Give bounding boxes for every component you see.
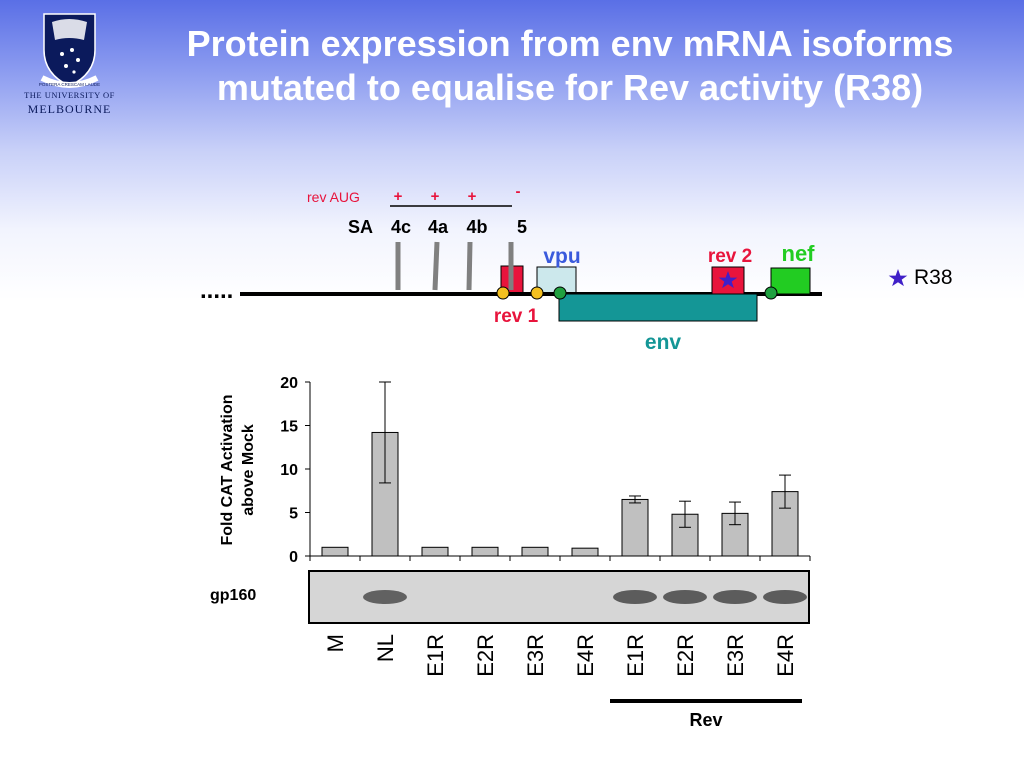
bar (521, 546, 549, 557)
splice-tick-4b (466, 241, 473, 291)
r38-star-icon (718, 271, 738, 289)
category-label: E4R (773, 634, 798, 677)
y-tick-label: 20 (280, 375, 298, 392)
category-label: E1R (423, 634, 448, 677)
bar (471, 546, 499, 557)
rev2-label: rev 2 (708, 246, 752, 267)
blot-band (363, 590, 407, 604)
category-label: E2R (473, 634, 498, 677)
y-axis-label-line1: Fold CAT Activation (219, 394, 236, 545)
blot-label: gp160 (210, 587, 256, 604)
env-label: env (645, 331, 682, 354)
blot-band (713, 590, 757, 604)
category-label: E1R (623, 634, 648, 677)
y-tick-label: 10 (280, 462, 298, 479)
category-labels: M NL E1R E2R E3R E4R E1R E2R E3R E4R (323, 634, 798, 677)
bar (421, 546, 449, 557)
title-line1: Protein expression from env mRNA isoform… (186, 23, 954, 64)
bar (621, 498, 649, 557)
legend-r38-label: R38 (914, 266, 953, 289)
bar-chart: Fold CAT Activation above Mock 0 5 10 15 20 (219, 375, 811, 566)
category-label: E3R (723, 634, 748, 677)
nef-box (770, 267, 811, 295)
western-blot: gp160 (210, 570, 810, 624)
nef-label: nef (782, 241, 816, 266)
y-tick-label: 15 (280, 419, 298, 436)
rev-group-label: Rev (689, 710, 722, 730)
logo-line2: MELBOURNE (27, 102, 112, 116)
rev-aug-label: rev AUG (307, 189, 360, 205)
splice-site-5: 5 (517, 217, 527, 237)
bar (571, 547, 599, 557)
rev-aug-mark-4: - (516, 183, 521, 200)
category-label: NL (373, 634, 398, 662)
splice-site-4c: 4c (391, 217, 411, 237)
category-label: E2R (673, 634, 698, 677)
bar (321, 546, 349, 557)
university-crest-icon: POSTERA CRESCAM LAUDE (39, 13, 100, 88)
rev-aug-mark-2: + (431, 188, 440, 205)
blot-band (763, 590, 807, 604)
green-site-1 (553, 286, 567, 300)
chart-bars (321, 381, 799, 557)
page-title: Protein expression from env mRNA isoform… (130, 22, 1010, 110)
university-logo: POSTERA CRESCAM LAUDE THE UNIVERSITY OF … (12, 10, 127, 116)
blot-band (613, 590, 657, 604)
category-label: E4R (573, 634, 598, 677)
rev1-label: rev 1 (494, 306, 539, 327)
yellow-site-1 (496, 286, 510, 300)
category-label: M (323, 634, 348, 652)
y-tick-label: 5 (289, 506, 298, 523)
sa-label: SA (348, 217, 373, 237)
splice-site-4a: 4a (428, 217, 449, 237)
rev-group: Rev (610, 699, 802, 730)
green-site-2 (764, 286, 778, 300)
y-tick-label: 0 (289, 549, 298, 566)
y-axis-label-line2: above Mock (240, 424, 257, 516)
splice-tick-4a (432, 241, 440, 291)
rev-aug-mark-1: + (394, 188, 403, 205)
title-line2: mutated to equalise for Rev activity (R3… (216, 67, 924, 108)
splice-site-4b: 4b (466, 217, 487, 237)
env-box (558, 293, 758, 322)
logo-line1: THE UNIVERSITY OF (24, 90, 115, 100)
blot-bands (363, 590, 807, 604)
logo-motto: POSTERA CRESCAM LAUDE (39, 82, 100, 87)
vpu-label: vpu (543, 245, 580, 268)
yellow-site-2 (530, 286, 544, 300)
dots-label: ..... (200, 277, 233, 304)
rev-aug-mark-3: + (468, 188, 477, 205)
blot-band (663, 590, 707, 604)
category-label: E3R (523, 634, 548, 677)
gene-diagram: rev AUG + + + - SA 4c 4a 4b 5 vpu ..... … (200, 183, 953, 354)
legend-star-icon (888, 269, 908, 287)
